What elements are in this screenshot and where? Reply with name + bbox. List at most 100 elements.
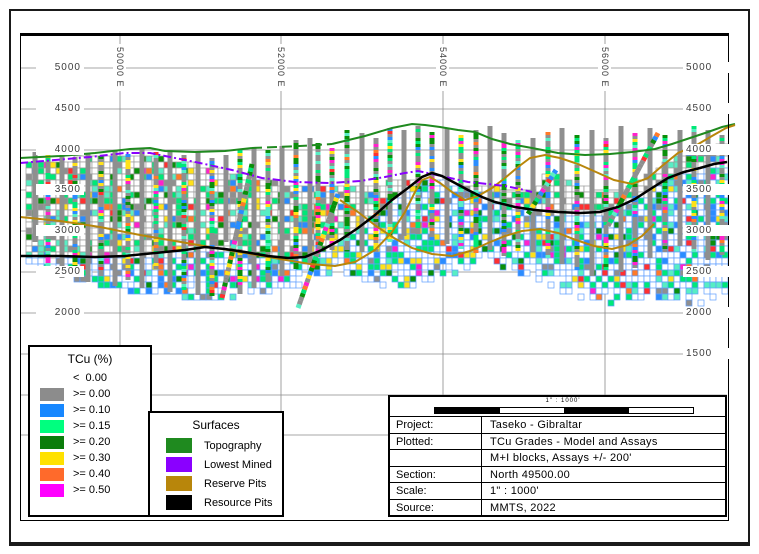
model-block — [79, 167, 87, 175]
model-block — [175, 179, 183, 187]
drillhole-assay-segment — [603, 204, 609, 207]
drillhole-assay-segment — [329, 247, 335, 250]
model-block — [685, 299, 693, 307]
drillhole-assay-segment — [265, 258, 271, 261]
drillhole-assay-segment — [473, 244, 479, 247]
drillhole-assay-segment — [662, 219, 668, 222]
model-block — [595, 257, 603, 265]
model-block — [601, 269, 609, 277]
drillhole-assay-segment — [293, 227, 299, 230]
model-block — [463, 215, 471, 223]
drillhole-assay-segment — [373, 186, 379, 189]
model-block — [103, 257, 111, 265]
model-block — [409, 215, 417, 223]
model-block — [553, 239, 561, 247]
model-block — [133, 275, 141, 283]
model-block — [649, 257, 657, 265]
drillhole-assay-segment — [515, 245, 521, 248]
drillhole-assay-segment — [719, 222, 725, 225]
model-block — [25, 179, 33, 187]
model-block — [79, 173, 87, 181]
model-block — [583, 281, 591, 289]
drillhole-assay-segment — [415, 153, 421, 156]
drillhole-assay-segment — [293, 203, 299, 206]
model-block — [421, 215, 429, 223]
drillhole-assay-segment — [125, 229, 131, 232]
model-block — [133, 203, 141, 211]
model-block — [133, 197, 141, 205]
inclined-drillhole-segment — [243, 186, 250, 192]
drillhole-assay-segment — [98, 219, 104, 222]
model-block — [319, 215, 327, 223]
model-block — [709, 155, 717, 163]
drillhole-assay-segment — [265, 243, 271, 246]
model-block — [625, 251, 633, 259]
model-block — [391, 275, 399, 283]
inclined-drillhole-segment — [547, 174, 555, 181]
drillhole-assay-segment — [515, 185, 521, 188]
drillhole-assay-segment — [473, 133, 479, 136]
inclined-drillhole-segment — [223, 274, 230, 280]
model-block — [91, 161, 99, 169]
model-block — [421, 257, 429, 265]
drillhole-assay-segment — [545, 237, 551, 240]
drillhole-assay-segment — [691, 174, 697, 177]
drillhole-assay-segment — [458, 177, 464, 180]
model-block — [415, 251, 423, 259]
model-block — [553, 191, 561, 199]
drillhole-assay-segment — [662, 198, 668, 201]
model-block — [133, 179, 141, 187]
drillhole-assay-segment — [429, 201, 435, 204]
model-block — [535, 251, 543, 259]
model-block — [691, 287, 699, 295]
model-block — [271, 185, 279, 193]
drillhole-assay-segment — [373, 234, 379, 237]
drillhole-assay-segment — [237, 183, 243, 186]
model-block — [259, 227, 267, 235]
drillhole-assay-segment — [473, 169, 479, 172]
drillhole-assay-segment — [153, 215, 159, 218]
model-block — [667, 251, 675, 259]
model-block — [403, 263, 411, 271]
tcu-legend-label: >= 0.40 — [73, 468, 111, 480]
model-block — [175, 281, 183, 289]
drillhole-assay-segment — [315, 239, 321, 242]
drillhole-assay-segment — [181, 239, 187, 242]
drillhole-assay-segment — [458, 234, 464, 237]
drillhole-assay-segment — [515, 149, 521, 152]
model-block — [553, 245, 561, 253]
elevation-label-right: 3000 — [683, 225, 731, 236]
drillhole-assay-segment — [181, 221, 187, 224]
model-block — [655, 197, 663, 205]
drillhole-assay-segment — [574, 138, 580, 141]
drillhole-assay-segment — [415, 159, 421, 162]
inclined-drillhole-segment — [650, 138, 657, 145]
model-block — [379, 269, 387, 277]
title-block-value: North 49500.00 — [490, 468, 571, 481]
drillhole-assay-segment — [237, 273, 243, 276]
drillhole-assay-segment — [632, 241, 638, 244]
drillhole-assay-segment — [458, 237, 464, 240]
drillhole-assay-segment — [293, 206, 299, 209]
model-block — [625, 275, 633, 283]
drillhole-assay-segment — [293, 224, 299, 227]
model-block — [337, 245, 345, 253]
drillhole-assay-segment — [473, 229, 479, 232]
drillhole-assay-segment — [45, 257, 51, 260]
model-block — [367, 233, 375, 241]
drillhole-assay-segment — [45, 164, 51, 167]
model-block — [655, 245, 663, 253]
model-block — [37, 167, 45, 175]
model-block — [367, 185, 375, 193]
model-block — [379, 191, 387, 199]
model-block — [667, 215, 675, 223]
drillhole-assay-segment — [45, 161, 51, 164]
inclined-drillhole-segment — [238, 209, 245, 215]
model-block — [463, 191, 471, 199]
drillhole-assay-segment — [373, 207, 379, 210]
model-block — [103, 197, 111, 205]
drillhole-assay-segment — [373, 192, 379, 195]
drillhole-assay-segment — [574, 216, 580, 219]
inclined-drillhole-segment — [317, 240, 324, 247]
model-block — [157, 209, 165, 217]
